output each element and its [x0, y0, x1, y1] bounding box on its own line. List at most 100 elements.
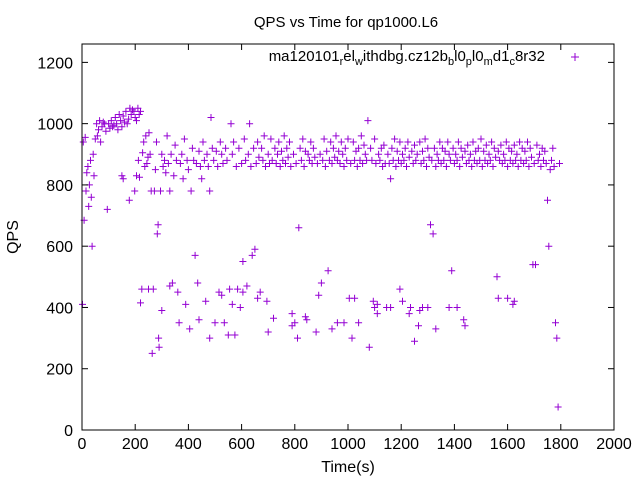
data-point	[441, 147, 449, 155]
data-point	[466, 150, 474, 158]
data-point	[364, 117, 372, 125]
data-point	[224, 331, 232, 339]
data-point	[129, 106, 136, 114]
data-point	[344, 135, 352, 143]
data-point	[359, 160, 367, 167]
data-point	[464, 141, 472, 149]
data-point	[243, 282, 251, 290]
data-point	[93, 132, 101, 140]
data-point	[461, 322, 469, 330]
data-point	[427, 221, 434, 229]
data-point	[514, 163, 522, 170]
data-point	[504, 163, 512, 170]
data-point	[400, 156, 408, 164]
data-point	[424, 144, 432, 152]
data-point	[270, 314, 277, 322]
data-point	[516, 138, 524, 146]
data-point	[186, 325, 194, 333]
data-point	[146, 150, 154, 158]
data-point	[446, 156, 454, 164]
data-point	[315, 291, 323, 299]
data-point	[135, 111, 143, 118]
x-tick-label: 1800	[543, 436, 579, 453]
data-point	[195, 316, 203, 324]
data-point	[387, 304, 395, 311]
data-point	[174, 288, 182, 296]
data-point	[231, 331, 239, 339]
data-point	[180, 135, 188, 143]
data-point	[445, 304, 453, 311]
data-point	[544, 196, 551, 204]
data-point	[556, 160, 563, 167]
data-point	[403, 163, 410, 170]
data-point	[478, 163, 486, 170]
data-point	[109, 123, 117, 131]
data-point	[526, 144, 534, 152]
data-point	[387, 175, 395, 183]
data-point	[250, 144, 258, 152]
data-point	[369, 297, 377, 305]
data-point	[343, 156, 351, 164]
data-point	[258, 144, 266, 152]
data-point	[432, 163, 440, 170]
data-point	[355, 144, 363, 152]
data-point	[240, 135, 248, 143]
data-point	[134, 156, 142, 164]
data-point	[151, 166, 159, 174]
data-point	[255, 153, 263, 161]
data-point	[145, 285, 152, 293]
data-point	[87, 193, 95, 201]
data-point	[236, 304, 244, 311]
data-point	[192, 160, 200, 167]
y-tick-label: 600	[46, 239, 73, 256]
data-point	[407, 304, 414, 311]
data-point	[161, 156, 168, 164]
data-point	[319, 156, 327, 164]
data-point	[202, 297, 210, 305]
x-tick-label: 1000	[330, 436, 366, 453]
data-point	[436, 138, 444, 146]
data-point	[290, 150, 297, 158]
data-point	[216, 138, 224, 146]
legend-label: ma120101relwithdbg.cz12bbl0pl0md1c8r32	[269, 48, 545, 68]
data-point	[412, 156, 420, 164]
data-point	[548, 156, 555, 164]
data-point	[532, 261, 539, 269]
data-point	[488, 138, 496, 146]
data-point	[122, 107, 130, 115]
data-point	[292, 160, 300, 167]
y-axis-label: QPS	[5, 220, 22, 254]
data-point	[137, 107, 144, 115]
data-point	[276, 163, 284, 170]
data-point	[244, 150, 252, 158]
data-point	[251, 245, 259, 253]
data-point	[119, 175, 127, 183]
y-tick-label: 200	[46, 362, 73, 379]
data-point	[284, 153, 292, 161]
data-point	[408, 147, 416, 155]
data-point	[117, 117, 125, 125]
data-point	[335, 147, 343, 155]
data-point	[206, 187, 214, 195]
x-tick-label: 200	[122, 436, 149, 453]
data-point	[167, 150, 175, 158]
data-point	[502, 138, 510, 146]
data-point	[399, 150, 406, 158]
data-point	[96, 117, 104, 125]
data-point	[83, 169, 91, 177]
x-tick-label: 1200	[383, 436, 419, 453]
data-point	[309, 144, 317, 152]
data-point	[445, 150, 453, 158]
data-point	[103, 205, 111, 213]
data-point	[396, 138, 404, 146]
data-point	[111, 114, 119, 121]
data-point	[118, 123, 126, 131]
data-point	[550, 163, 558, 170]
data-point	[372, 160, 380, 167]
data-point	[365, 343, 373, 351]
data-point	[360, 141, 368, 149]
axis-ticks: 0 200 400 600 800 1000 1200 1400 1600 1800 2000 0 20…	[37, 44, 632, 453]
data-point	[130, 107, 138, 115]
data-point	[137, 299, 144, 307]
data-point	[274, 150, 281, 158]
